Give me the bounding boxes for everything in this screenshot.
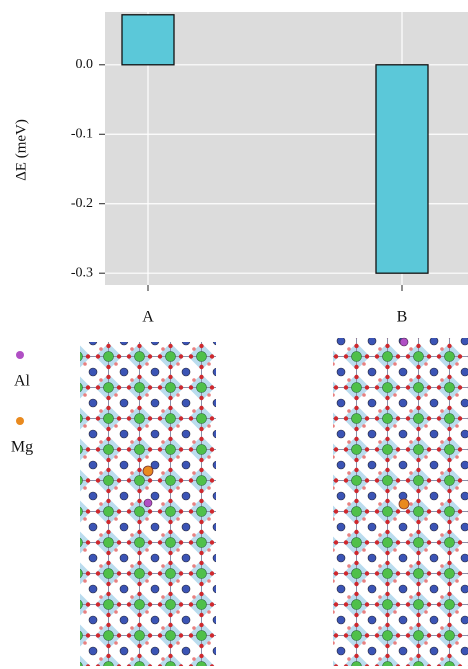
y-tick-label: -0.1 [71,126,93,141]
bar [376,65,428,273]
legend-label: Al [14,373,31,390]
plot-area: 0.0 -0.1 -0.2 -0.3 A B [71,12,468,326]
legend-marker-al [16,351,24,359]
legend-label: Mg [11,439,33,456]
bar [122,15,174,65]
x-tick-label: A [142,309,154,326]
y-tick-label: 0.0 [76,57,94,72]
y-axis-label: ΔE (meV) [13,119,29,181]
y-tick-label: -0.2 [71,196,93,211]
legend-marker-mg [16,417,24,425]
structure-b [333,338,468,666]
x-tick-label: B [397,309,408,326]
y-tick-label: -0.3 [71,265,93,280]
structure-a [80,342,216,666]
figure: ΔE (meV) 0.0 -0.1 -0.2 -0.3 A B Al Mg [0,0,468,669]
